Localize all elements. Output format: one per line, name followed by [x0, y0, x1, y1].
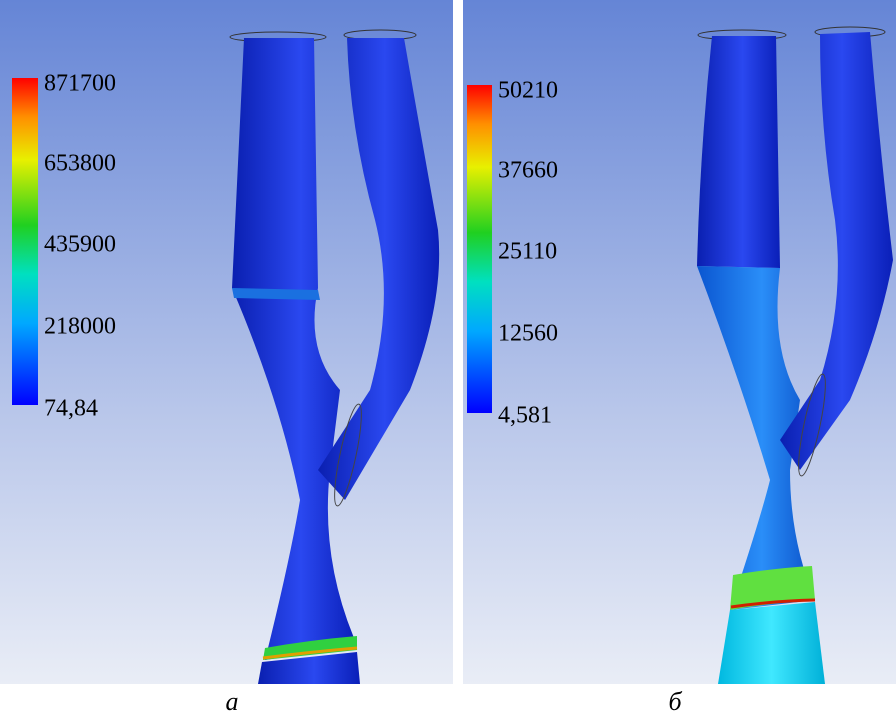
- figure: 871700 653800 435900 218000 74,84 а 5021…: [0, 0, 896, 720]
- legend-label: 25110: [498, 239, 557, 265]
- caption: б: [668, 687, 682, 716]
- legend-label: 50210: [498, 78, 558, 104]
- upper-pipe: [697, 36, 780, 268]
- legend-label: 37660: [498, 158, 558, 184]
- colorbar: [12, 78, 38, 405]
- legend-label: 12560: [498, 321, 558, 347]
- legend-label: 74,84: [44, 396, 98, 422]
- legend-label: 4,581: [498, 403, 552, 429]
- colorbar: [467, 85, 492, 413]
- junction-band: [232, 288, 320, 300]
- legend-label: 218000: [44, 314, 116, 340]
- panel-a: 871700 653800 435900 218000 74,84 а: [0, 0, 453, 716]
- legend-label: 653800: [44, 151, 116, 177]
- panel-b: 50210 37660 25110 12560 4,581 б: [463, 0, 896, 716]
- legend-label: 435900: [44, 232, 116, 258]
- outlet-pipe: [718, 602, 825, 684]
- legend-label: 871700: [44, 71, 116, 97]
- page: 871700 653800 435900 218000 74,84 а 5021…: [0, 0, 896, 720]
- caption: а: [226, 687, 239, 716]
